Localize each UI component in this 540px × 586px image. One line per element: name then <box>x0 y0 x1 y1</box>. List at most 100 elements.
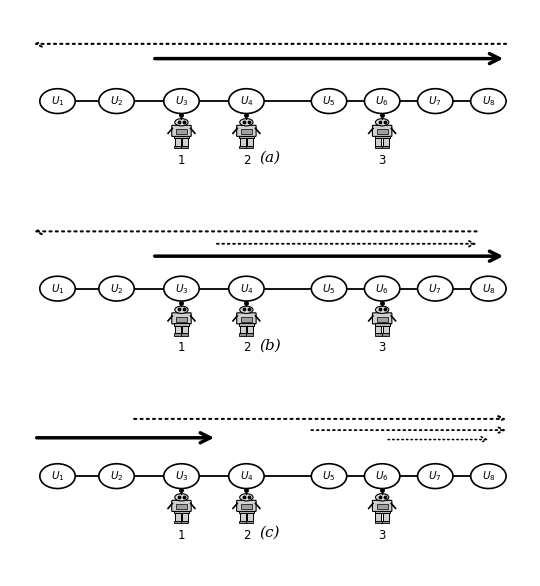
Bar <box>182 513 188 521</box>
FancyBboxPatch shape <box>373 313 392 324</box>
Text: $U_{5}$: $U_{5}$ <box>322 94 336 108</box>
Bar <box>176 505 187 509</box>
Text: 3: 3 <box>379 341 386 354</box>
Text: $U_{6}$: $U_{6}$ <box>375 94 389 108</box>
Bar <box>382 333 389 336</box>
Ellipse shape <box>364 464 400 489</box>
Ellipse shape <box>99 88 134 114</box>
Bar <box>181 521 188 523</box>
Bar <box>375 521 382 523</box>
Bar <box>246 146 253 148</box>
FancyBboxPatch shape <box>172 125 191 137</box>
Text: 3: 3 <box>379 529 386 541</box>
Bar <box>375 511 390 513</box>
Bar <box>375 146 382 148</box>
Text: $U_{8}$: $U_{8}$ <box>482 282 495 295</box>
Ellipse shape <box>164 88 199 114</box>
FancyBboxPatch shape <box>237 313 256 324</box>
Bar <box>175 138 181 146</box>
Ellipse shape <box>240 118 253 126</box>
Bar <box>181 333 188 336</box>
Bar <box>246 333 253 336</box>
Bar <box>383 326 389 333</box>
Ellipse shape <box>240 306 253 314</box>
Text: $U_{8}$: $U_{8}$ <box>482 94 495 108</box>
Text: $U_{2}$: $U_{2}$ <box>110 94 123 108</box>
Bar <box>174 333 181 336</box>
Text: $U_{3}$: $U_{3}$ <box>174 282 188 295</box>
Ellipse shape <box>471 464 506 489</box>
Bar <box>383 513 389 521</box>
Bar <box>375 323 390 326</box>
Bar <box>377 317 388 322</box>
Bar <box>383 138 389 146</box>
Ellipse shape <box>417 88 453 114</box>
Bar <box>241 505 252 509</box>
Text: 3: 3 <box>379 154 386 166</box>
Ellipse shape <box>375 306 389 314</box>
Bar <box>176 130 187 134</box>
Ellipse shape <box>375 493 389 501</box>
Text: 2: 2 <box>242 154 250 166</box>
Bar <box>241 130 252 134</box>
Text: $U_{3}$: $U_{3}$ <box>174 94 188 108</box>
Bar <box>375 333 382 336</box>
Text: 2: 2 <box>242 529 250 541</box>
Bar <box>181 146 188 148</box>
Ellipse shape <box>99 276 134 301</box>
Text: $U_{2}$: $U_{2}$ <box>110 282 123 295</box>
Bar <box>239 136 254 138</box>
Ellipse shape <box>312 276 347 301</box>
Text: 1: 1 <box>178 529 185 541</box>
Ellipse shape <box>471 276 506 301</box>
Bar <box>175 513 181 521</box>
Text: $U_{3}$: $U_{3}$ <box>174 469 188 483</box>
Bar <box>239 521 246 523</box>
Bar <box>174 146 181 148</box>
Bar <box>377 505 388 509</box>
Ellipse shape <box>228 464 264 489</box>
Ellipse shape <box>228 276 264 301</box>
Bar <box>239 146 246 148</box>
Ellipse shape <box>175 493 188 501</box>
Bar <box>247 513 253 521</box>
Text: $U_{5}$: $U_{5}$ <box>322 469 336 483</box>
Text: $U_{8}$: $U_{8}$ <box>482 469 495 483</box>
Text: $U_{6}$: $U_{6}$ <box>375 469 389 483</box>
Ellipse shape <box>164 464 199 489</box>
Text: $U_{6}$: $U_{6}$ <box>375 282 389 295</box>
Bar <box>240 326 246 333</box>
Text: $U_{7}$: $U_{7}$ <box>428 282 442 295</box>
Text: $U_{7}$: $U_{7}$ <box>428 469 442 483</box>
Text: 1: 1 <box>178 154 185 166</box>
Bar <box>246 521 253 523</box>
Bar <box>239 333 246 336</box>
Ellipse shape <box>471 88 506 114</box>
Bar <box>174 521 181 523</box>
FancyBboxPatch shape <box>172 500 191 512</box>
Ellipse shape <box>228 88 264 114</box>
Text: (a): (a) <box>259 151 281 165</box>
Text: 1: 1 <box>178 341 185 354</box>
Ellipse shape <box>240 493 253 501</box>
FancyBboxPatch shape <box>237 500 256 512</box>
Bar <box>182 326 188 333</box>
Ellipse shape <box>164 276 199 301</box>
Ellipse shape <box>417 276 453 301</box>
Ellipse shape <box>375 118 389 126</box>
Text: $U_{2}$: $U_{2}$ <box>110 469 123 483</box>
Text: $U_{7}$: $U_{7}$ <box>428 94 442 108</box>
Bar <box>375 513 381 521</box>
FancyBboxPatch shape <box>373 125 392 137</box>
Text: $U_{5}$: $U_{5}$ <box>322 282 336 295</box>
Text: $U_{1}$: $U_{1}$ <box>51 469 64 483</box>
Ellipse shape <box>40 276 75 301</box>
Bar <box>174 323 189 326</box>
Text: $U_{4}$: $U_{4}$ <box>240 469 253 483</box>
Text: $U_{1}$: $U_{1}$ <box>51 94 64 108</box>
Bar <box>382 146 389 148</box>
Bar <box>175 326 181 333</box>
Ellipse shape <box>417 464 453 489</box>
Bar <box>182 138 188 146</box>
Ellipse shape <box>99 464 134 489</box>
